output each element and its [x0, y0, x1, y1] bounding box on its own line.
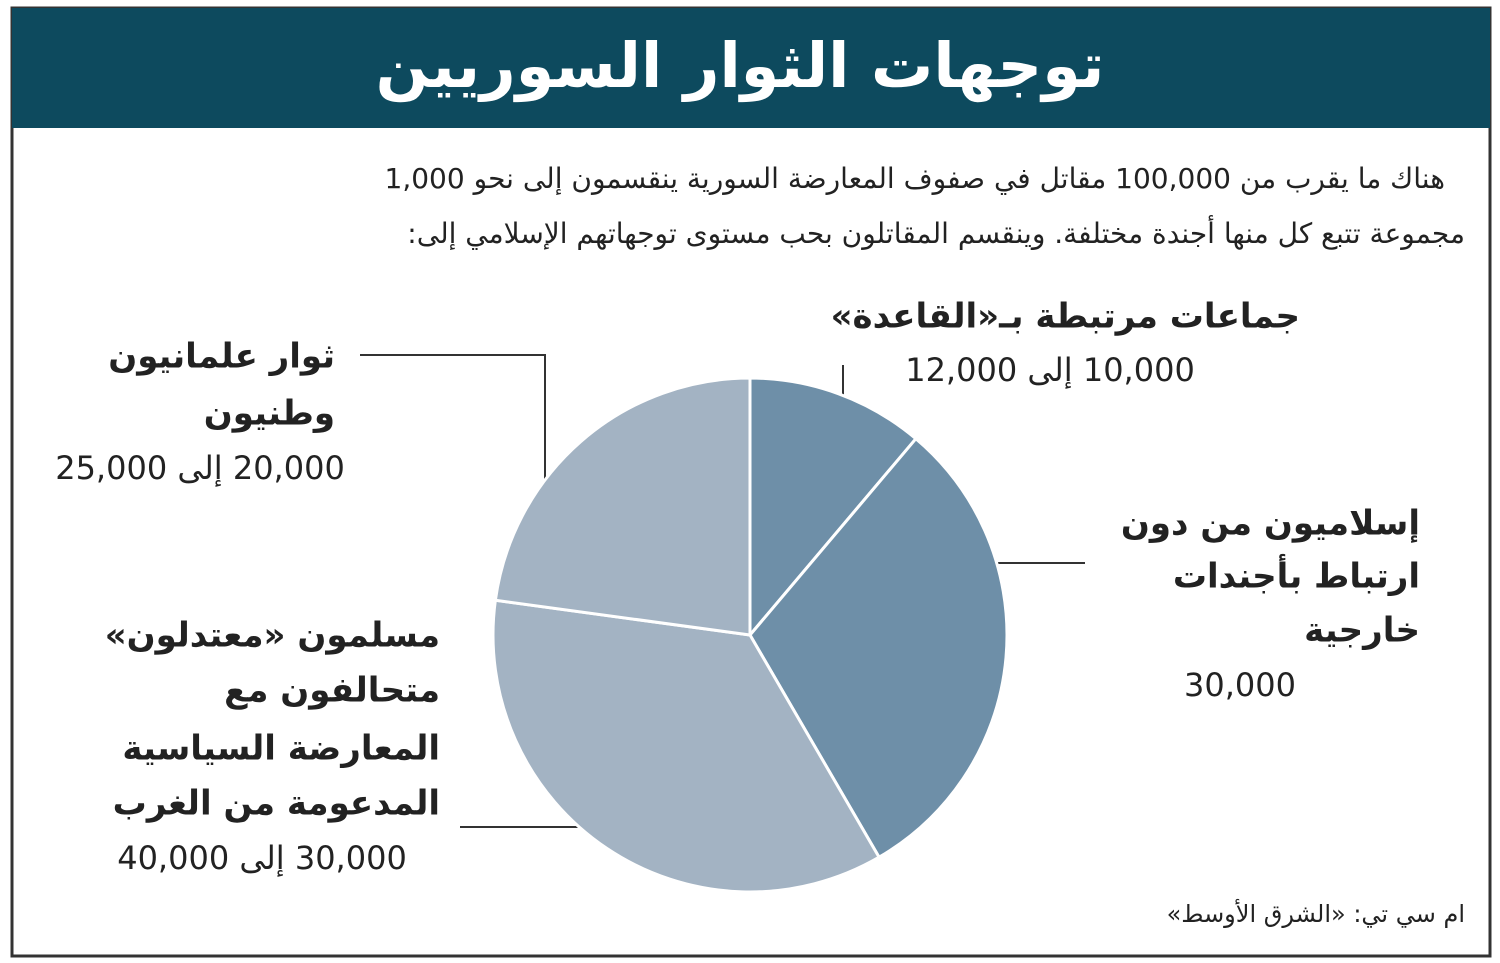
value-label: 10,000 إلى 12,000 — [905, 351, 1195, 389]
title: توجهات الثوار السوريين — [376, 29, 1105, 102]
slice-label: المعارضة السياسية — [122, 729, 440, 769]
slice-label: إسلاميون من دون — [1121, 504, 1420, 544]
pie-slice — [748, 436, 1009, 860]
value-label: 30,000 — [1184, 666, 1296, 704]
slice-label: وطنيون — [204, 394, 335, 434]
slice-label: المدعومة من الغرب — [113, 784, 440, 824]
slice-label: ثوار علمانيون — [108, 337, 335, 377]
leaders — [360, 354, 1085, 828]
value-label: 20,000 إلى 25,000 — [55, 449, 345, 487]
source: ام سي تي: «الشرق الأوسط» — [1167, 899, 1465, 928]
intro-line: مجموعة تتبع كل منها أجندة مختلفة. وينقسم… — [407, 214, 1465, 250]
pie-slice — [491, 598, 882, 894]
pie-slice — [493, 376, 752, 637]
pie-slice — [748, 376, 919, 640]
value-label: 30,000 إلى 40,000 — [117, 839, 407, 877]
slice-label: جماعات مرتبطة بـ«القاعدة» — [831, 297, 1300, 337]
slice-label: متحالفون مع — [224, 671, 440, 711]
slice-label: ارتباط بأجندات — [1173, 554, 1420, 597]
title-band — [12, 8, 1490, 128]
slice-label: مسلمون «معتدلون» — [105, 616, 440, 656]
slice-label: خارجية — [1304, 611, 1420, 651]
intro-line: هناك ما يقرب من 100,000 مقاتل في صفوف ال… — [385, 162, 1445, 195]
